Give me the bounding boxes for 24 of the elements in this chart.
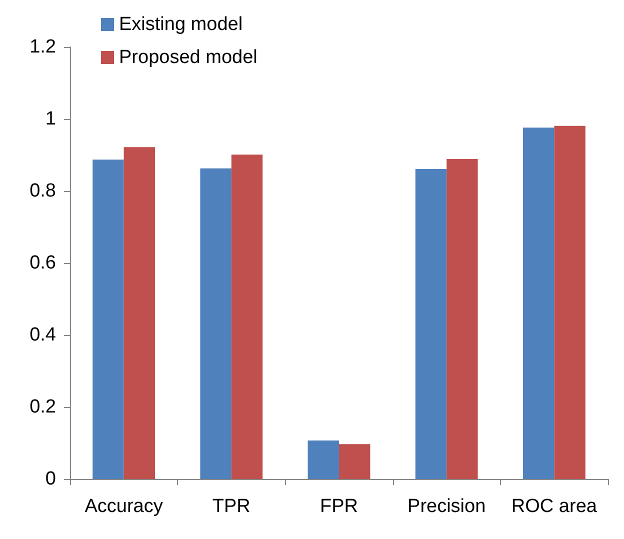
y-tick-label: 1.2 <box>30 36 56 58</box>
bar <box>231 154 263 479</box>
bar <box>415 169 447 479</box>
x-tick-label: Precision <box>408 496 486 517</box>
x-tick-label: ROC area <box>511 496 598 517</box>
legend-label: Proposed model <box>119 47 258 68</box>
x-tick-label: Accuracy <box>84 496 164 517</box>
bar <box>200 168 232 479</box>
y-tick-label: 0.2 <box>30 396 56 418</box>
bar <box>554 126 586 479</box>
y-tick-label: 0.4 <box>30 324 56 346</box>
x-tick-label: TPR <box>212 496 250 517</box>
bar <box>308 440 339 479</box>
y-tick-label: 0 <box>45 468 56 490</box>
bar <box>339 444 370 479</box>
x-tick-label: FPR <box>320 496 358 517</box>
bar <box>446 158 478 479</box>
y-tick-label: 0.6 <box>30 252 56 274</box>
bar <box>124 147 156 479</box>
bar <box>92 160 124 479</box>
y-tick-label: 0.8 <box>30 180 56 202</box>
bar <box>522 128 554 479</box>
y-tick-label: 1 <box>45 108 56 130</box>
legend-label: Existing model <box>119 14 243 35</box>
